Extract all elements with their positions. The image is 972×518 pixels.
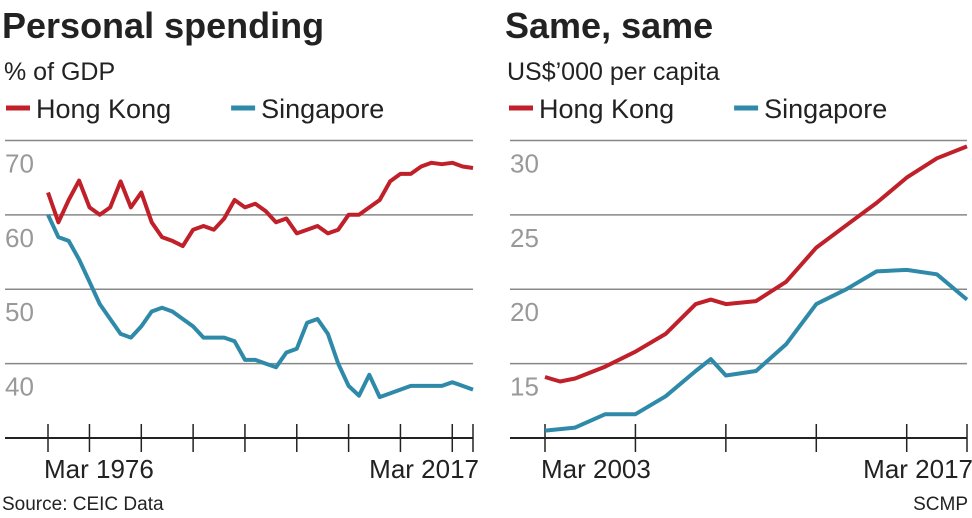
line-series	[46, 213, 474, 400]
y-tick-label: 15	[510, 372, 539, 402]
y-tick-label: 25	[510, 223, 539, 253]
x-tick-label: Mar 2017	[863, 454, 972, 484]
subtitle: % of GDP	[4, 58, 115, 86]
y-tick-label: 60	[5, 223, 34, 253]
chart-title: Personal spending	[2, 5, 324, 46]
y-tick-label: 30	[510, 148, 539, 178]
credit: SCMP	[913, 494, 968, 515]
source: Source: CEIC Data	[2, 494, 164, 515]
x-tick-label: Mar 2017	[369, 454, 479, 484]
y-tick-label: 40	[5, 372, 34, 402]
legend-label: Hong Kong	[539, 94, 674, 124]
line-series	[544, 267, 969, 433]
y-tick-label: 20	[510, 297, 539, 327]
legend-label: Singapore	[261, 94, 384, 124]
line-series	[544, 144, 968, 384]
legend-label: Singapore	[764, 94, 887, 124]
x-tick-label: Mar 2003	[541, 454, 651, 484]
chart-title: Same, same	[505, 5, 713, 46]
subtitle: US$’000 per capita	[507, 58, 720, 86]
y-tick-label: 70	[5, 148, 34, 178]
line-series	[46, 160, 474, 249]
legend-label: Hong Kong	[36, 94, 171, 124]
x-tick-label: Mar 1976	[44, 454, 154, 484]
y-tick-label: 50	[5, 297, 34, 327]
